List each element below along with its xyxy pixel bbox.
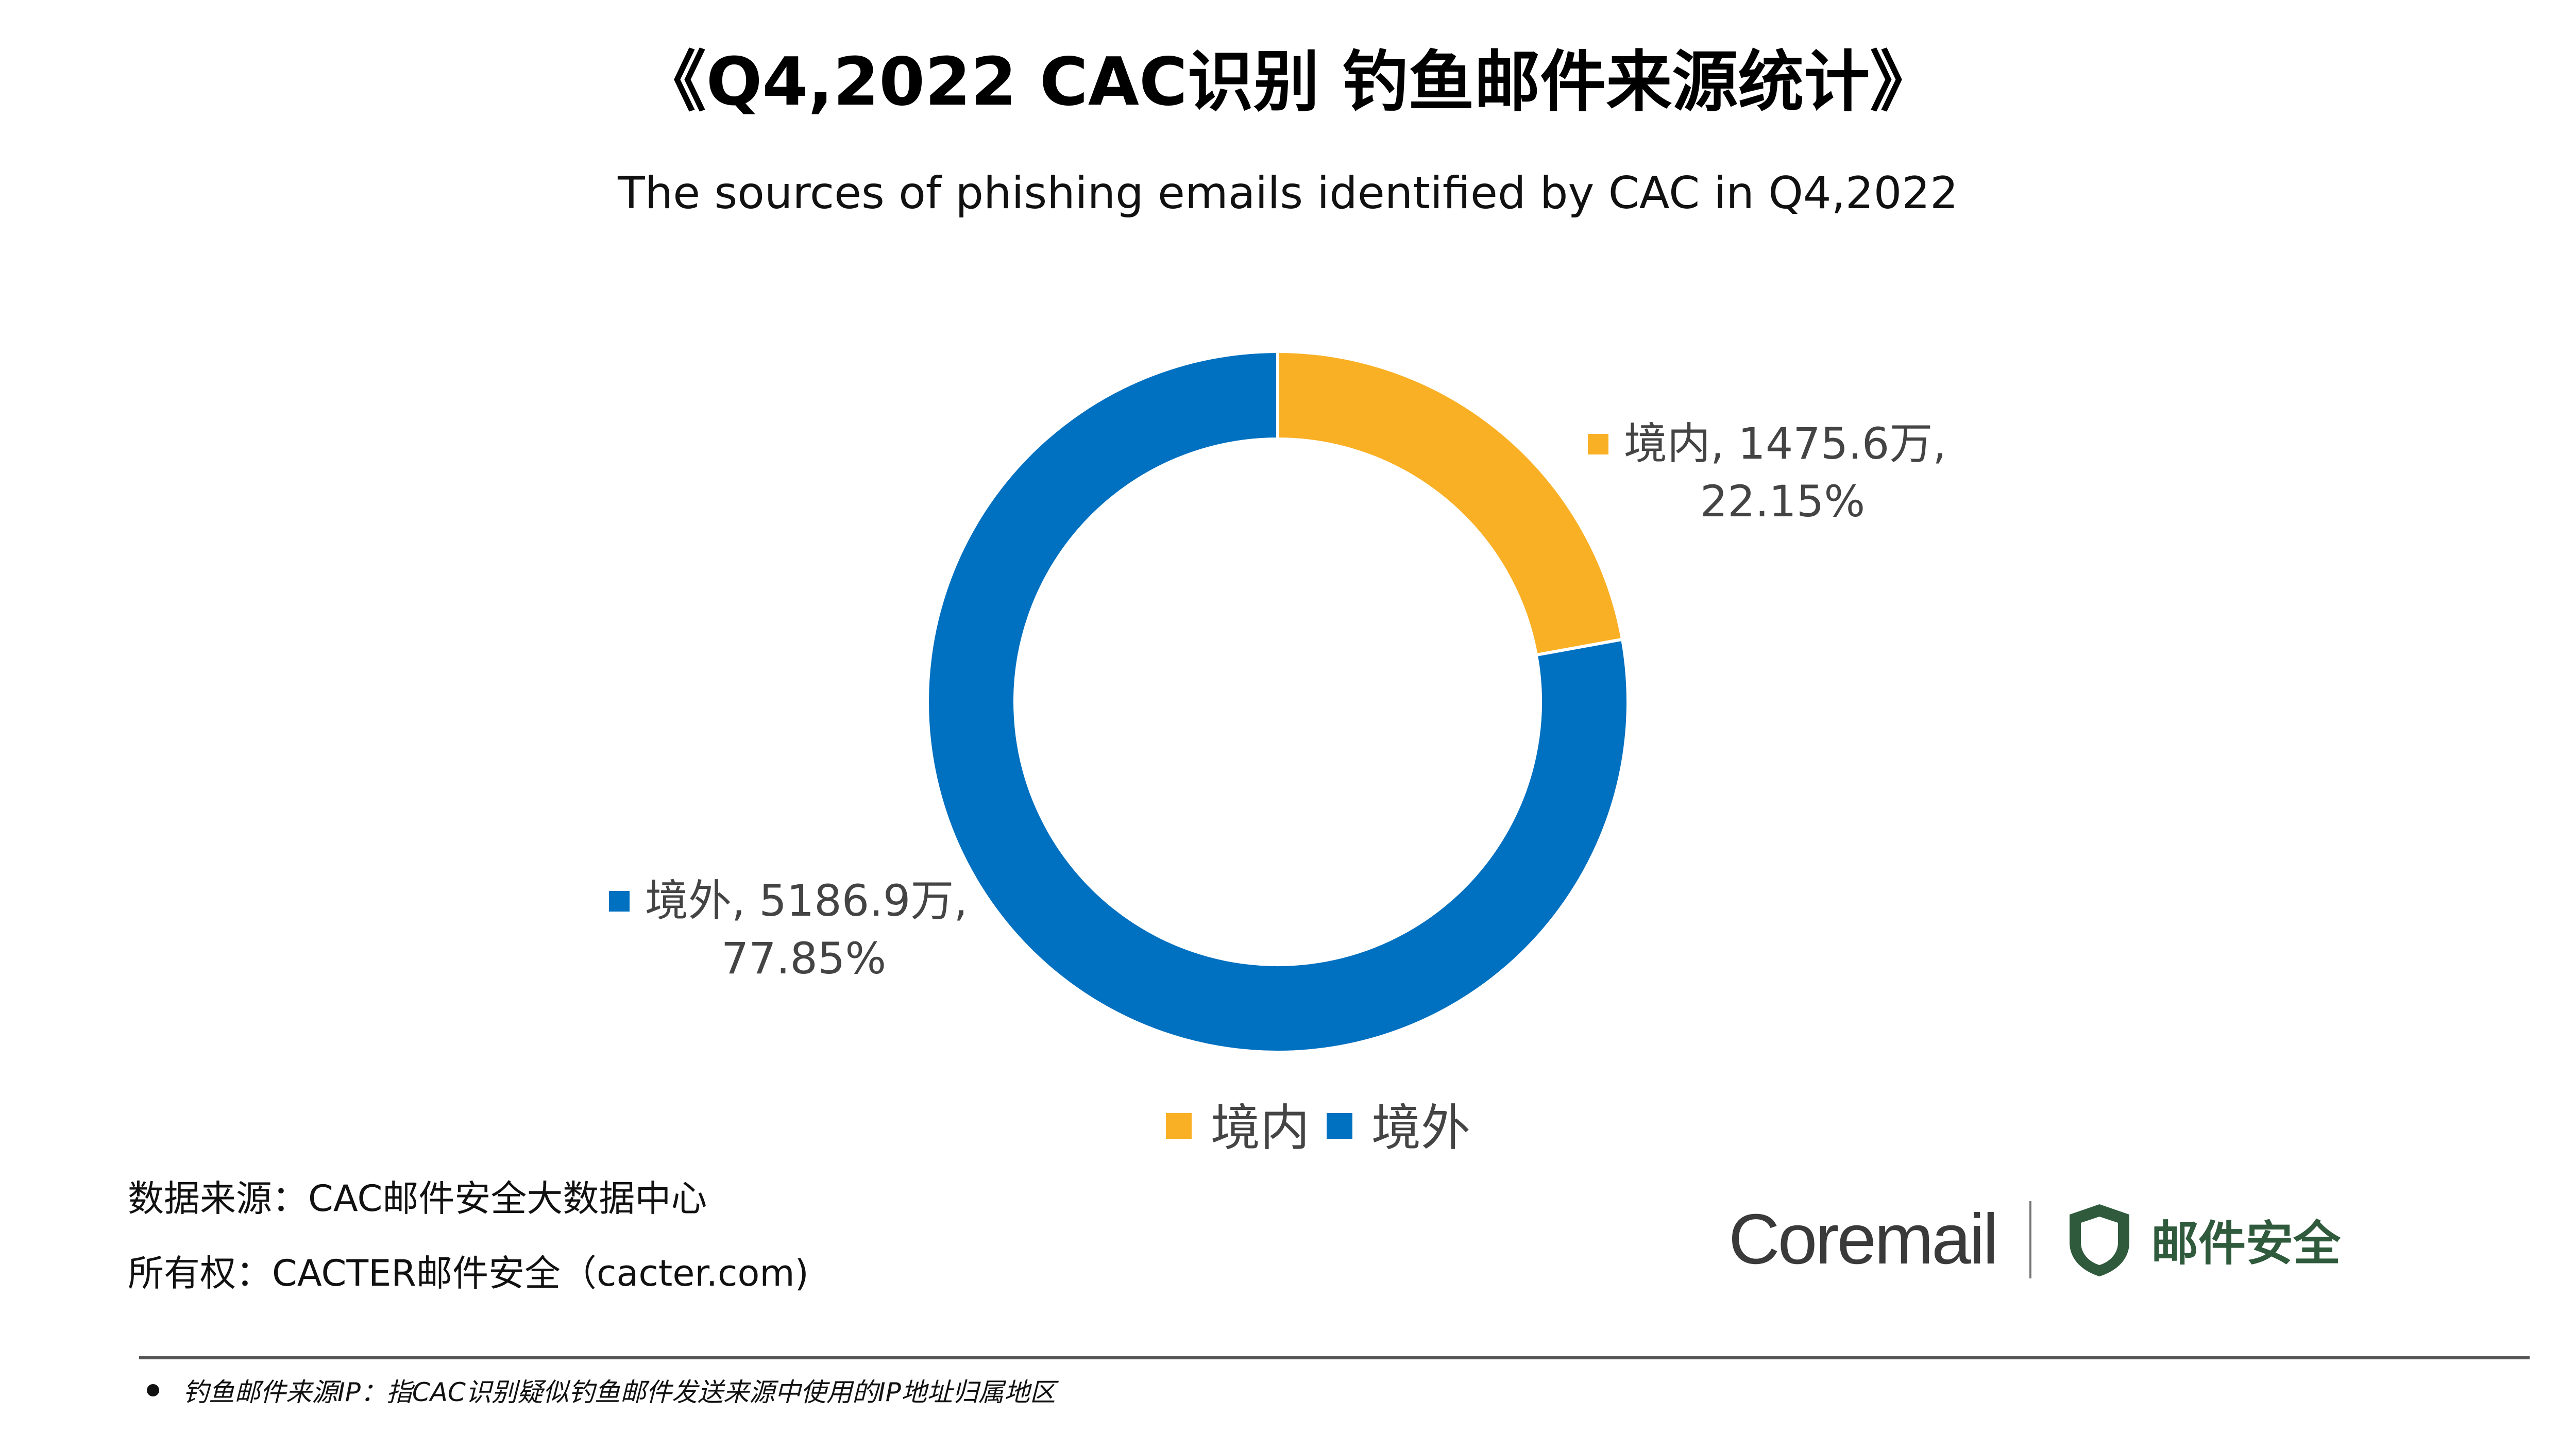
ownership-note: 所有权：CACTER邮件安全（cacter.com) (128, 1252, 809, 1294)
brand-logo: Coremail 邮件安全 (1728, 1199, 2341, 1280)
chart-title: 《Q4,2022 CAC识别 钓鱼邮件来源统计》 (640, 44, 1936, 121)
legend-label-overseas: 境外 (1371, 1099, 1470, 1157)
legend-key-overseas (1327, 1113, 1352, 1139)
footnote-text: 钓鱼邮件来源IP：指CAC识别疑似钓鱼邮件发送来源中使用的IP地址归属地区 (183, 1377, 1056, 1407)
slice-domestic (1276, 349, 1624, 657)
legend-key-domestic (1166, 1113, 1192, 1139)
shield-icon (2070, 1204, 2130, 1276)
data-label-overseas-line1: 境外, 5186.9万, (645, 875, 968, 926)
logo-product-name: 邮件安全 (2151, 1216, 2341, 1271)
coremail-wordmark: Coremail (1728, 1200, 1998, 1279)
data-label-domestic-line2: 22.15% (1700, 476, 1865, 527)
legend: 境内 境外 (1166, 1099, 1470, 1157)
chart-subtitle: The sources of phishing emails identifie… (618, 167, 1958, 219)
data-label-key-overseas (609, 891, 630, 912)
donut-slices (926, 349, 1630, 1054)
data-labels: 境内, 1475.6万, 22.15% 境外, 5186.9万, 77.85% (609, 418, 1946, 984)
logo-divider (2029, 1201, 2032, 1278)
data-label-overseas-line2: 77.85% (721, 933, 886, 984)
data-label-domestic-line1: 境内, 1475.6万, (1624, 418, 1946, 469)
bullet-icon (147, 1384, 159, 1396)
data-source-note: 数据来源：CAC邮件安全大数据中心 (128, 1177, 707, 1220)
legend-label-domestic: 境内 (1211, 1099, 1310, 1157)
data-label-key-domestic (1588, 434, 1608, 454)
footnote: 钓鱼邮件来源IP：指CAC识别疑似钓鱼邮件发送来源中使用的IP地址归属地区 (147, 1372, 1056, 1409)
footer-divider (139, 1356, 2530, 1359)
slice-overseas (926, 349, 1630, 1054)
